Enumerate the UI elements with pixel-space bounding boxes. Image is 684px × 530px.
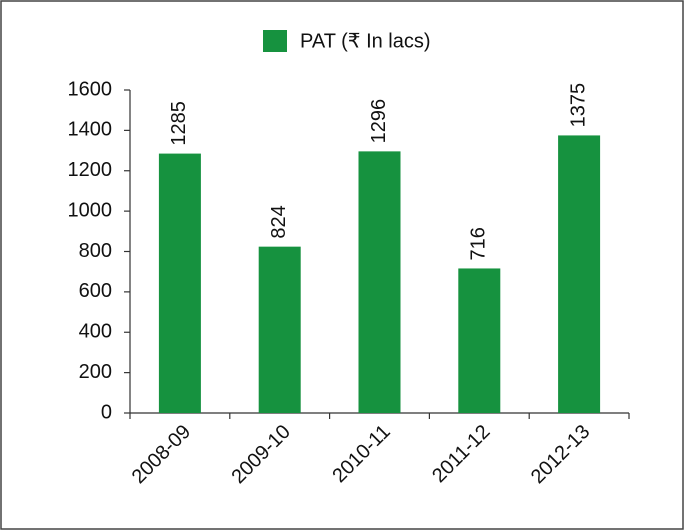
legend-label: PAT (₹ In lacs) [300, 30, 431, 52]
bar [158, 153, 201, 413]
bar [558, 135, 601, 413]
y-tick-label: 600 [79, 280, 112, 302]
value-label: 824 [268, 205, 290, 238]
value-label: 1375 [567, 83, 589, 128]
bar [458, 268, 501, 413]
value-label: 716 [468, 227, 490, 260]
y-tick-label: 400 [79, 321, 112, 343]
y-tick-label: 200 [79, 361, 112, 383]
bar [358, 151, 401, 413]
y-tick-label: 800 [79, 240, 112, 262]
y-tick-label: 1000 [68, 199, 113, 221]
legend-swatch [263, 30, 287, 52]
y-tick-label: 1600 [68, 78, 113, 100]
y-tick-label: 1200 [68, 159, 113, 181]
value-label: 1285 [168, 101, 190, 146]
bar [258, 246, 301, 413]
value-label: 1296 [368, 99, 390, 144]
y-tick-label: 0 [101, 401, 112, 423]
y-tick-label: 1400 [68, 119, 113, 141]
